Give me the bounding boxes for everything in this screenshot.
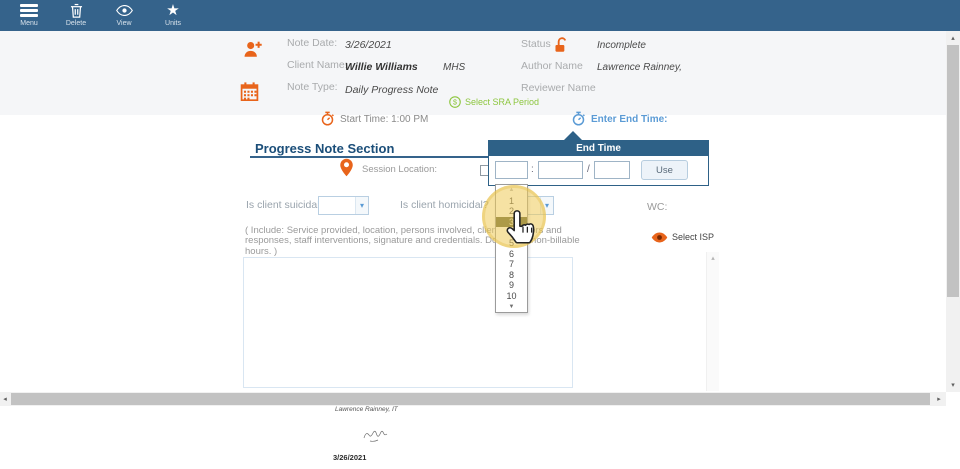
inner-scrollbar[interactable]: ▴ — [706, 252, 719, 391]
client-name-label: Client Name: — [287, 59, 348, 71]
chevron-down-icon: ▾ — [354, 197, 368, 214]
enter-end-time-link[interactable]: Enter End Time: — [591, 114, 668, 125]
window-horizontal-scrollbar[interactable]: ◂ ▸ — [0, 392, 946, 406]
inner-scroll-up-icon[interactable]: ▴ — [711, 255, 715, 262]
use-button[interactable]: Use — [641, 160, 688, 180]
vertical-scroll-thumb[interactable] — [947, 45, 959, 297]
start-time-stopwatch-icon — [320, 111, 335, 131]
menu-icon — [3, 2, 55, 19]
dropdown-scroll-down-icon[interactable]: ▼ — [508, 303, 515, 310]
section-title-underline — [250, 156, 490, 158]
signature-name: Lawrence Rainney, IT — [335, 406, 398, 413]
scroll-down-icon[interactable]: ▾ — [951, 382, 955, 389]
add-person-icon[interactable] — [243, 40, 263, 63]
note-date-label: Note Date: — [287, 37, 338, 49]
select-isp-eye-icon[interactable] — [651, 230, 668, 248]
end-time-stopwatch-icon — [571, 111, 586, 131]
hour-option-9[interactable]: 9 — [508, 280, 514, 291]
start-time-text: Start Time: 1:00 PM — [340, 114, 429, 125]
dollar-circle-icon[interactable]: $ — [449, 95, 461, 113]
note-type-label: Note Type: — [287, 81, 338, 93]
note-date-value: 3/26/2021 — [345, 39, 392, 51]
homicidal-label: Is client homicidal? — [400, 199, 489, 211]
end-time-popup-title: End Time — [576, 142, 621, 154]
select-sra-period-link[interactable]: Select SRA Period — [465, 97, 540, 107]
toolbar-view-label: View — [116, 20, 132, 27]
time-colon-separator: : — [531, 164, 534, 175]
note-instructions: ( Include: Service provided, location, p… — [245, 225, 580, 257]
window-vertical-scrollbar[interactable]: ▴ ▾ — [946, 31, 960, 392]
toolbar-delete-label: Delete — [65, 20, 87, 27]
scroll-left-icon[interactable]: ◂ — [3, 396, 7, 403]
trash-icon — [50, 2, 102, 19]
reviewer-name-label: Reviewer Name — [521, 82, 596, 94]
toolbar-menu-button[interactable]: Menu — [3, 2, 55, 27]
select-isp-label[interactable]: Select ISP — [672, 232, 715, 242]
wc-label: WC: — [647, 201, 668, 213]
star-icon: ★ — [166, 2, 180, 19]
end-minute-input[interactable] — [538, 161, 583, 179]
end-ampm-input[interactable] — [594, 161, 630, 179]
use-button-label: Use — [656, 164, 673, 176]
horizontal-scroll-thumb[interactable] — [11, 393, 930, 405]
eye-icon — [98, 2, 150, 19]
location-pin-icon — [339, 158, 354, 182]
note-type-value: Daily Progress Note — [345, 84, 439, 96]
toolbar-units-label: Units — [165, 20, 181, 27]
status-label: Status — [521, 38, 551, 50]
toolbar-menu-label: Menu — [20, 20, 38, 27]
hour-option-7[interactable]: 7 — [508, 259, 514, 270]
toolbar-view-button[interactable]: View — [98, 2, 150, 27]
suicidal-label: Is client suicidal? — [246, 199, 326, 211]
hour-option-8[interactable]: 8 — [508, 269, 514, 280]
popup-pointer — [564, 131, 582, 140]
unlock-icon[interactable] — [553, 36, 570, 59]
note-header-band — [0, 31, 946, 115]
author-name-value: Lawrence Rainney, — [597, 62, 682, 73]
top-toolbar: Menu Delete View ★ Units — [0, 0, 960, 31]
calendar-icon[interactable] — [240, 82, 259, 106]
signature-scribble — [360, 427, 398, 450]
signature-date: 3/26/2021 — [333, 453, 367, 462]
progress-note-section-title: Progress Note Section — [255, 141, 395, 156]
session-location-label: Session Location: — [362, 164, 437, 175]
author-name-label: Author Name — [521, 60, 583, 72]
time-slash-separator: / — [587, 164, 590, 175]
scroll-up-icon[interactable]: ▴ — [951, 34, 955, 42]
svg-text:$: $ — [453, 99, 457, 107]
client-program-value: MHS — [443, 62, 466, 73]
end-hour-input[interactable] — [495, 161, 528, 179]
toolbar-delete-button[interactable]: Delete — [50, 2, 102, 27]
status-value: Incomplete — [597, 40, 646, 51]
hand-cursor-icon — [504, 209, 538, 254]
toolbar-units-button[interactable]: ★ Units — [147, 2, 199, 27]
end-time-popup-header: End Time — [488, 140, 709, 156]
suicidal-dropdown[interactable]: ▾ — [318, 196, 369, 215]
client-name-value: Willie Williams — [345, 61, 418, 73]
hour-option-6[interactable]: 6 — [508, 248, 514, 259]
scroll-right-icon[interactable]: ▸ — [937, 396, 941, 403]
hour-option-10[interactable]: 10 — [506, 291, 517, 302]
